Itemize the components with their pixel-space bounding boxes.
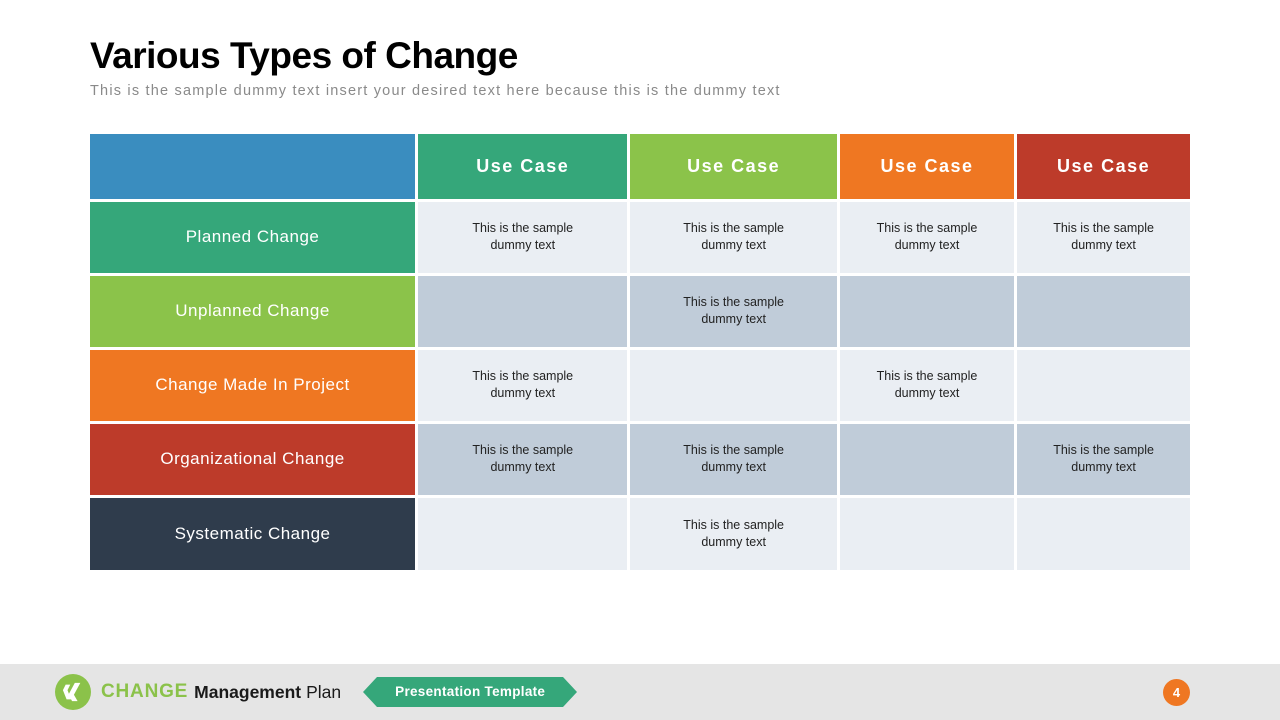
- table-cell: [1016, 274, 1190, 348]
- table-cell: [1016, 348, 1190, 422]
- footer-ribbon: Presentation Template: [363, 677, 577, 707]
- brand-logo-icon: [55, 674, 91, 710]
- brand-word-bold: Management: [194, 682, 301, 703]
- table-corner-cell: [90, 134, 417, 200]
- table-cell: [1016, 496, 1190, 570]
- table-cell: This is the sampledummy text: [417, 200, 629, 274]
- ribbon-label: Presentation Template: [377, 677, 563, 707]
- page-title: Various Types of Change: [90, 35, 1190, 77]
- table-cell: This is the sampledummy text: [838, 348, 1015, 422]
- table-cell: [417, 274, 629, 348]
- table-cell: This is the sampledummy text: [838, 200, 1015, 274]
- brand-word-light: Plan: [306, 682, 341, 703]
- column-header: Use Case: [417, 134, 629, 200]
- table-cell: This is the sampledummy text: [629, 422, 838, 496]
- row-header: Unplanned Change: [90, 274, 417, 348]
- row-header: Organizational Change: [90, 422, 417, 496]
- page-number-badge: 4: [1163, 679, 1190, 706]
- row-header: Systematic Change: [90, 496, 417, 570]
- table-cell: This is the sampledummy text: [629, 496, 838, 570]
- page-subtitle: This is the sample dummy text insert you…: [90, 83, 1190, 99]
- table-cell: [417, 496, 629, 570]
- table-cell: This is the sampledummy text: [629, 274, 838, 348]
- table-cell: [838, 496, 1015, 570]
- column-header: Use Case: [629, 134, 838, 200]
- table-cell: This is the sampledummy text: [417, 422, 629, 496]
- footer-bar: CHANGE Management Plan Presentation Temp…: [0, 664, 1280, 720]
- table-cell: This is the sampledummy text: [417, 348, 629, 422]
- table-cell: This is the sampledummy text: [629, 200, 838, 274]
- table-cell: [838, 422, 1015, 496]
- brand-word-accent: CHANGE: [101, 681, 188, 703]
- table-cell: This is the sampledummy text: [1016, 422, 1190, 496]
- table-cell: [838, 274, 1015, 348]
- row-header: Planned Change: [90, 200, 417, 274]
- column-header: Use Case: [838, 134, 1015, 200]
- table-cell: This is the sampledummy text: [1016, 200, 1190, 274]
- row-header: Change Made In Project: [90, 348, 417, 422]
- table-cell: [629, 348, 838, 422]
- column-header: Use Case: [1016, 134, 1190, 200]
- change-types-table: Use CaseUse CaseUse CaseUse CasePlanned …: [90, 134, 1190, 570]
